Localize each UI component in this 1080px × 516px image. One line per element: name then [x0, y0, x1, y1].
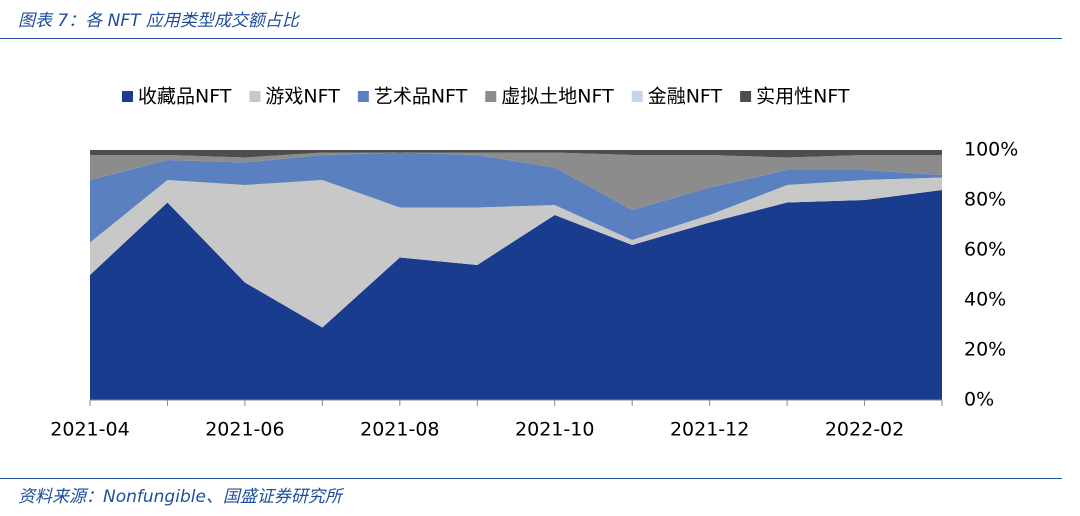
legend-swatch: [249, 91, 261, 102]
legend-label: 艺术品NFT: [374, 86, 468, 108]
y-tick-label: 40%: [964, 289, 1006, 311]
y-tick-label: 0%: [964, 389, 994, 411]
legend-swatch: [357, 91, 369, 102]
area: [90, 150, 942, 158]
legend-swatch: [740, 91, 752, 102]
chart: 2021-04 2021-06 2021-08 2021-10 2021-12 2022-…: [50, 86, 1018, 441]
footer-rule: [0, 478, 1062, 479]
area: [90, 152, 942, 210]
legend-label: 收藏品NFT: [138, 86, 232, 108]
x-tick-label: 2021-04: [50, 419, 129, 441]
header-rule: [0, 38, 1062, 39]
x-tick-label: 2021-06: [205, 419, 284, 441]
legend-swatch: [631, 91, 643, 102]
x-tick-label: 2021-08: [360, 419, 439, 441]
legend-label: 实用性NFT: [756, 86, 850, 108]
area: [90, 177, 942, 328]
source-note: 资料来源：Nonfungible、国盛证券研究所: [18, 487, 342, 507]
legend-label: 金融NFT: [648, 86, 723, 108]
legend-swatch: [122, 91, 133, 102]
legend-swatch: [485, 91, 497, 102]
y-tick-label: 20%: [964, 339, 1006, 361]
legend-label: 游戏NFT: [265, 86, 340, 108]
legend-label: 虚拟土地NFT: [501, 86, 614, 108]
area: [90, 190, 942, 400]
x-tick-label: 2021-10: [515, 419, 594, 441]
y-tick-label: 80%: [964, 189, 1006, 211]
x-tick-label: 2021-12: [670, 419, 749, 441]
area: [90, 152, 942, 243]
x-tick-label: 2022-02: [825, 419, 904, 441]
figure-title: 图表 7：各 NFT 应用类型成交额占比: [18, 11, 299, 31]
y-tick-label: 60%: [964, 239, 1006, 261]
y-tick-label: 100%: [964, 139, 1018, 161]
